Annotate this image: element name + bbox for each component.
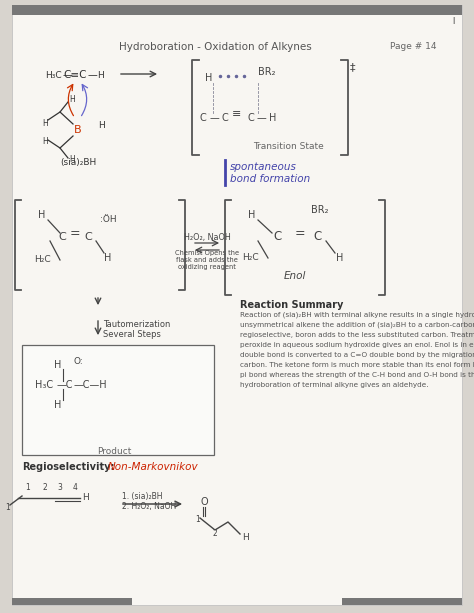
- Text: H: H: [248, 210, 255, 220]
- Text: Product: Product: [97, 447, 131, 456]
- Text: H: H: [55, 360, 62, 370]
- Text: :ÖH: :ÖH: [100, 216, 116, 224]
- Text: Regioselectivity:: Regioselectivity:: [22, 462, 115, 472]
- Text: H: H: [98, 121, 105, 131]
- Text: peroxide in aqueous sodium hydroxide gives an enol. Enol is in equilibrium with : peroxide in aqueous sodium hydroxide giv…: [240, 342, 474, 348]
- Bar: [12, 598, 132, 605]
- Text: C: C: [274, 230, 282, 243]
- Text: —: —: [210, 113, 220, 123]
- Text: H: H: [82, 493, 89, 503]
- Text: Tautomerization
Several Steps: Tautomerization Several Steps: [103, 320, 170, 340]
- Text: H₃C: H₃C: [35, 380, 53, 390]
- Text: ≡: ≡: [232, 109, 241, 119]
- Text: C: C: [222, 113, 229, 123]
- Text: O:: O:: [73, 357, 83, 367]
- Text: H: H: [205, 73, 212, 83]
- Text: —: —: [63, 70, 73, 80]
- Bar: [12, 5, 462, 15]
- Bar: [22, 345, 214, 455]
- Text: 2: 2: [43, 484, 47, 492]
- Text: 3: 3: [57, 484, 63, 492]
- Text: H: H: [104, 253, 112, 263]
- Text: regioselective, boron adds to the less substituted carbon. Treatment of an alken: regioselective, boron adds to the less s…: [240, 332, 474, 338]
- Text: Transition State: Transition State: [253, 142, 323, 151]
- Text: Chemist Opens the
flask and adds the
oxidizing reagent: Chemist Opens the flask and adds the oxi…: [175, 250, 239, 270]
- Text: pi bond whereas the strength of the C-H bond and O-H bond is the same. Therefore: pi bond whereas the strength of the C-H …: [240, 372, 474, 378]
- Text: H: H: [337, 253, 344, 263]
- Text: H: H: [242, 533, 249, 541]
- Text: l: l: [453, 17, 455, 26]
- Text: H: H: [269, 113, 276, 123]
- Text: Hydroboration - Oxidation of Alkynes: Hydroboration - Oxidation of Alkynes: [118, 42, 311, 52]
- Text: B: B: [74, 125, 82, 135]
- Text: 2: 2: [213, 528, 218, 538]
- Text: C≡C: C≡C: [63, 70, 87, 80]
- Text: H₂C: H₂C: [242, 254, 258, 262]
- Text: Enol: Enol: [284, 271, 306, 281]
- Text: C: C: [248, 113, 255, 123]
- Text: H: H: [55, 400, 62, 410]
- Text: 1. (sia)₂BH: 1. (sia)₂BH: [122, 492, 163, 500]
- Text: 1: 1: [196, 516, 201, 525]
- Text: =: =: [295, 227, 305, 240]
- Text: carbon. The ketone form is much more stable than its enol form because C=O pi bo: carbon. The ketone form is much more sta…: [240, 362, 474, 368]
- Text: unsymmetrical alkene the addition of (sia)₂BH to a carbon-carbon triple bond of : unsymmetrical alkene the addition of (si…: [240, 322, 474, 329]
- Text: 1: 1: [6, 503, 10, 512]
- Text: Reaction of (sia)₂BH with terminal alkyne results in a single hydroboration. As : Reaction of (sia)₂BH with terminal alkyn…: [240, 312, 474, 319]
- Text: C: C: [58, 232, 66, 242]
- Text: 2. H₂O₂, NaOH: 2. H₂O₂, NaOH: [122, 501, 176, 511]
- Text: O: O: [200, 497, 208, 507]
- Text: BR₂: BR₂: [258, 67, 275, 77]
- Text: H: H: [69, 156, 75, 164]
- Text: BR₂: BR₂: [311, 205, 329, 215]
- Text: C: C: [200, 113, 207, 123]
- Text: 1: 1: [26, 484, 30, 492]
- Text: (sia)₂BH: (sia)₂BH: [60, 158, 96, 167]
- Text: H₃C: H₃C: [46, 70, 62, 80]
- Text: H₂C: H₂C: [34, 256, 50, 264]
- Bar: [342, 598, 462, 605]
- Text: double bond is converted to a C=O double bond by the migration of a hydrogen ato: double bond is converted to a C=O double…: [240, 352, 474, 358]
- Text: Non-Markovnikov: Non-Markovnikov: [108, 462, 199, 472]
- Text: H: H: [42, 137, 48, 147]
- Text: H: H: [69, 96, 75, 104]
- Text: —: —: [88, 70, 98, 80]
- Text: Page # 14: Page # 14: [390, 42, 437, 51]
- Text: H: H: [42, 118, 48, 128]
- Text: spontaneous
bond formation: spontaneous bond formation: [230, 162, 310, 184]
- Text: H: H: [38, 210, 46, 220]
- Text: ‡: ‡: [350, 62, 356, 72]
- Text: 4: 4: [73, 484, 77, 492]
- Text: C: C: [84, 232, 92, 242]
- Text: —C—H: —C—H: [74, 380, 108, 390]
- Text: Reaction Summary: Reaction Summary: [240, 300, 343, 310]
- Text: =: =: [70, 227, 80, 240]
- Text: H: H: [97, 70, 104, 80]
- Text: —C: —C: [57, 380, 73, 390]
- Text: hydroboration of terminal alkyne gives an aldehyde.: hydroboration of terminal alkyne gives a…: [240, 382, 428, 388]
- Text: —: —: [257, 113, 267, 123]
- Text: H₂O₂, NaOH: H₂O₂, NaOH: [183, 233, 230, 242]
- Text: C: C: [314, 230, 322, 243]
